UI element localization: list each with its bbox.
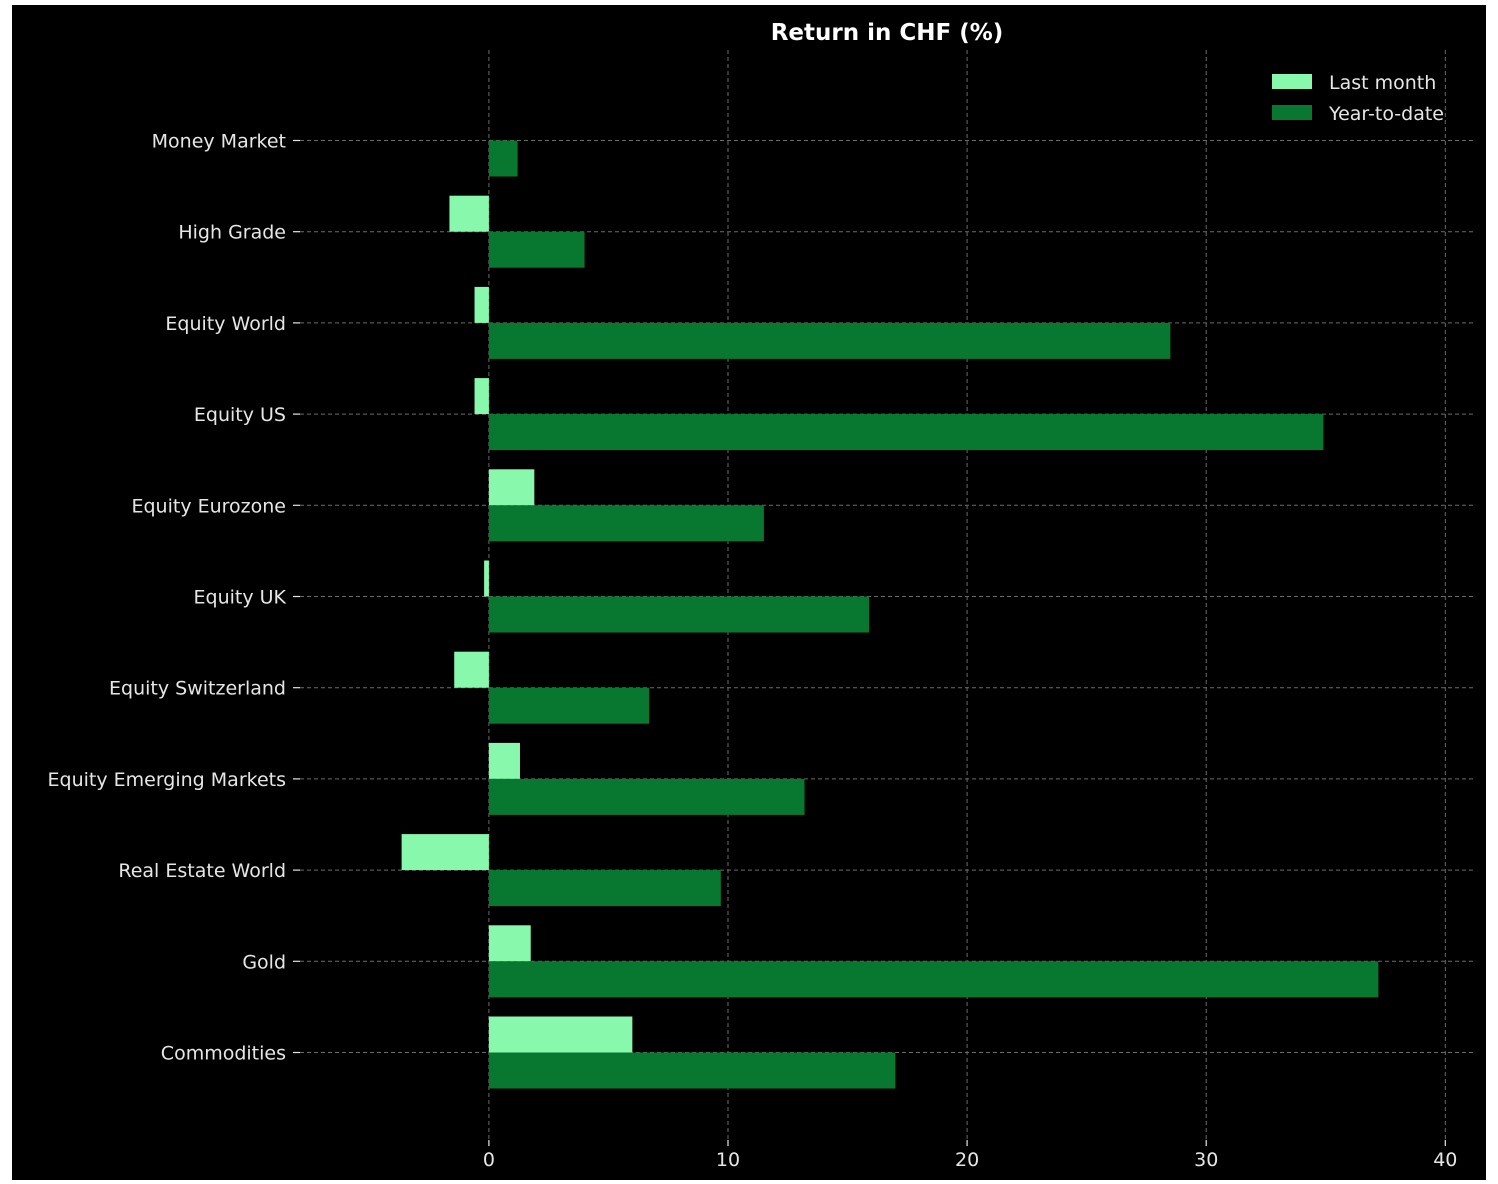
x-tick-label: 30 <box>1194 1149 1218 1171</box>
bar-year-to-date <box>488 596 870 633</box>
bar-year-to-date <box>488 778 805 815</box>
x-tick-label: 20 <box>955 1149 979 1171</box>
bar-last-month <box>474 378 489 415</box>
bar-chart: 0 10 20 30 40 Money Market High Grade Equity Wo… <box>48 20 1474 1172</box>
bar-last-month <box>488 742 520 779</box>
legend-label: Last month <box>1329 72 1436 94</box>
y-tick-label: Equity World <box>165 313 286 335</box>
y-tick-label: Real Estate World <box>118 860 286 882</box>
bar-last-month <box>484 560 489 597</box>
bar-last-month <box>454 651 489 688</box>
chart-frame: 0 10 20 30 40 Money Market High Grade Equity Wo… <box>12 5 1486 1180</box>
x-tick-label: 0 <box>483 1149 495 1171</box>
y-tick-label: Equity US <box>194 404 286 426</box>
legend-swatch <box>1272 74 1312 89</box>
bar-year-to-date <box>488 231 585 268</box>
y-tick-label: Equity Eurozone <box>131 495 286 517</box>
axes: 0 10 20 30 40 Money Market High Grade Equity Wo… <box>48 131 1458 1172</box>
legend-label: Year-to-date <box>1328 103 1444 125</box>
bar-year-to-date <box>488 322 1171 359</box>
bar-year-to-date <box>488 505 764 542</box>
chart-title: Return in CHF (%) <box>771 20 1004 46</box>
bar-last-month <box>488 1016 633 1053</box>
legend-swatch <box>1272 105 1312 120</box>
bar-last-month <box>474 286 489 323</box>
y-tick-label: Money Market <box>152 131 286 153</box>
y-tick-label: Equity Switzerland <box>109 678 286 700</box>
bars <box>401 140 1379 1089</box>
y-tick-label: High Grade <box>178 222 286 244</box>
bar-year-to-date <box>488 870 721 907</box>
bar-last-month <box>449 195 489 232</box>
y-tick-label: Equity Emerging Markets <box>48 769 287 791</box>
bar-year-to-date <box>488 414 1324 451</box>
y-tick-label: Gold <box>242 951 286 973</box>
bar-year-to-date <box>488 140 518 177</box>
bar-last-month <box>488 469 535 506</box>
x-tick-label: 40 <box>1433 1149 1457 1171</box>
bar-year-to-date <box>488 961 1379 998</box>
bar-last-month <box>488 925 531 962</box>
x-tick-label: 10 <box>716 1149 740 1171</box>
bar-year-to-date <box>488 687 650 724</box>
bar-year-to-date <box>488 1052 896 1089</box>
y-tick-label: Equity UK <box>194 587 287 609</box>
y-tick-label: Commodities <box>161 1043 286 1065</box>
legend: Last month Year-to-date <box>1272 72 1444 125</box>
bar-last-month <box>401 834 489 871</box>
